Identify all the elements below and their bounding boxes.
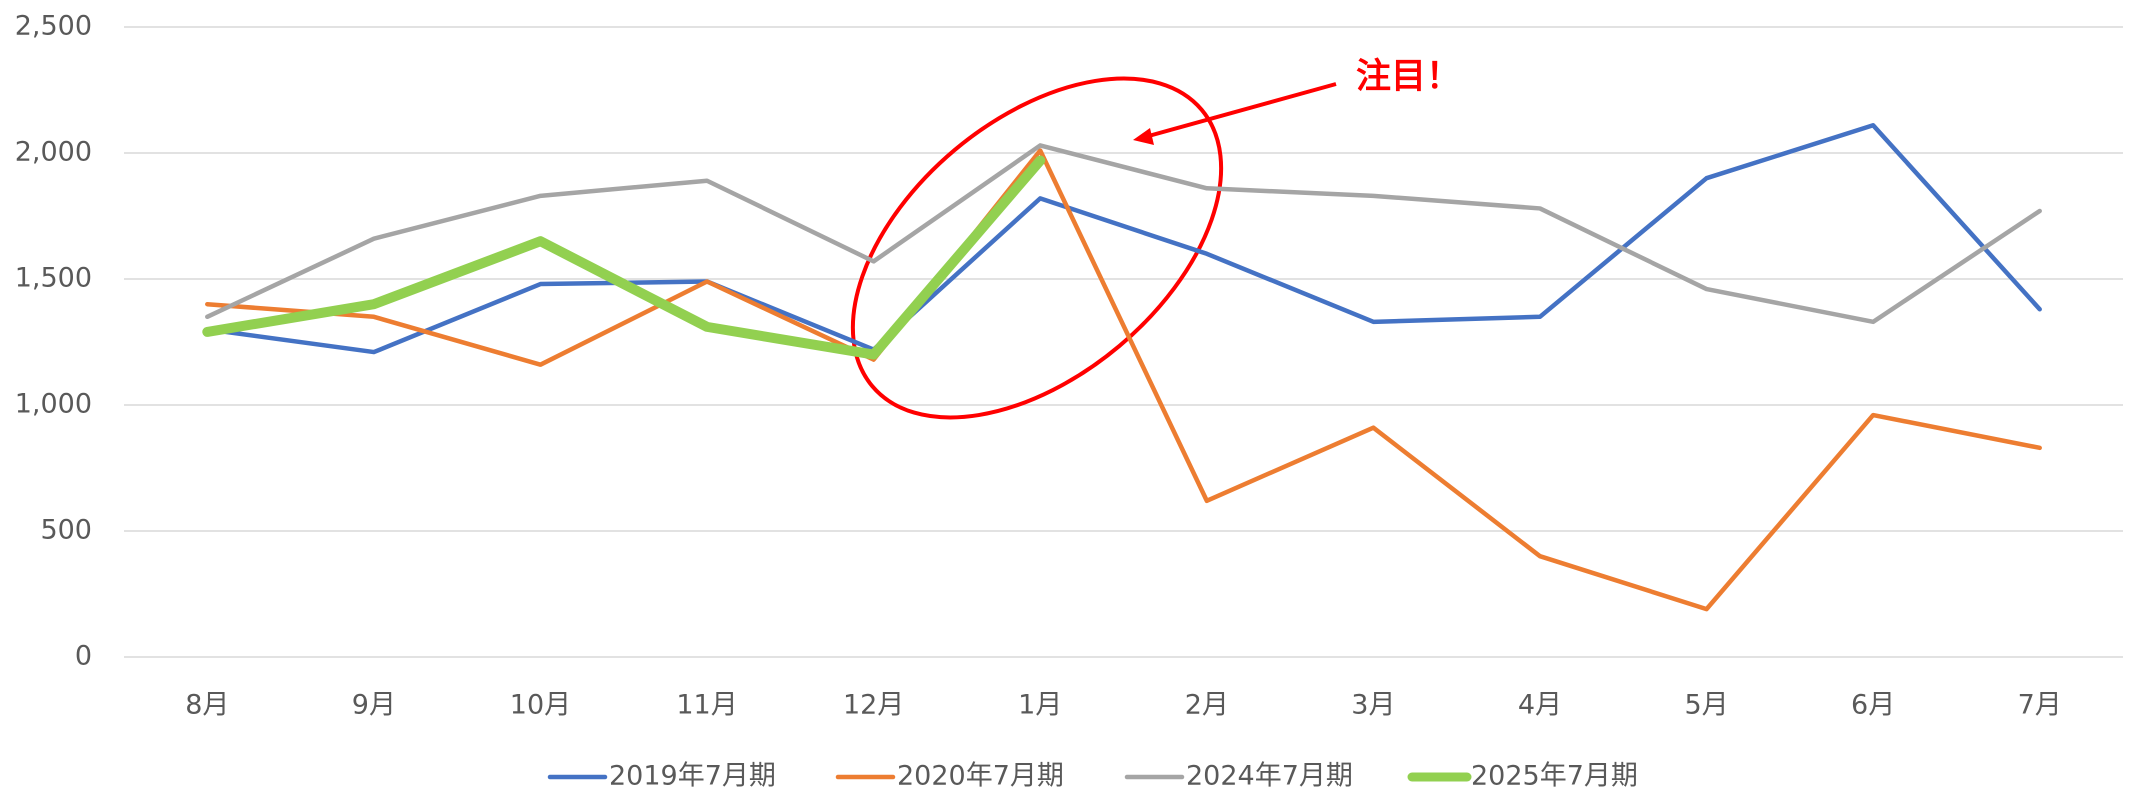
x-tick-label: 7月 [2018, 690, 2062, 721]
y-tick-label: 500 [40, 515, 92, 546]
x-tick-label: 3月 [1351, 690, 1395, 721]
highlight-ellipse [850, 76, 1224, 420]
x-tick-label: 10月 [510, 690, 571, 721]
series-line [202, 155, 1046, 360]
legend-label: 2019年7月期 [609, 761, 776, 788]
x-tick-label: 12月 [843, 690, 904, 721]
series-line [205, 143, 2042, 325]
x-tick-label: 8月 [185, 690, 229, 721]
x-tick-label: 1月 [1018, 690, 1062, 721]
y-tick-label: 2,000 [15, 137, 92, 168]
y-tick-label: 0 [75, 641, 92, 672]
legend-label: 2025年7月期 [1471, 761, 1638, 788]
y-tick-label: 2,500 [15, 11, 92, 42]
x-tick-label: 4月 [1518, 690, 1562, 721]
y-tick-label: 1,500 [15, 263, 92, 294]
x-tick-label: 6月 [1851, 690, 1895, 721]
legend-label: 2024年7月期 [1186, 761, 1353, 788]
series-line [205, 148, 2042, 612]
annotation: 注目！ [1356, 57, 1461, 97]
series-line [205, 123, 2042, 355]
x-tick-label: 11月 [676, 690, 737, 721]
legend-label: 2020年7月期 [897, 761, 1064, 788]
x-tick-label: 9月 [352, 690, 396, 721]
x-tick-label: 5月 [1684, 690, 1728, 721]
x-tick-label: 2月 [1185, 690, 1229, 721]
arrow-head [1133, 128, 1154, 145]
arrow-line [1144, 82, 1337, 139]
y-tick-label: 1,000 [15, 389, 92, 420]
